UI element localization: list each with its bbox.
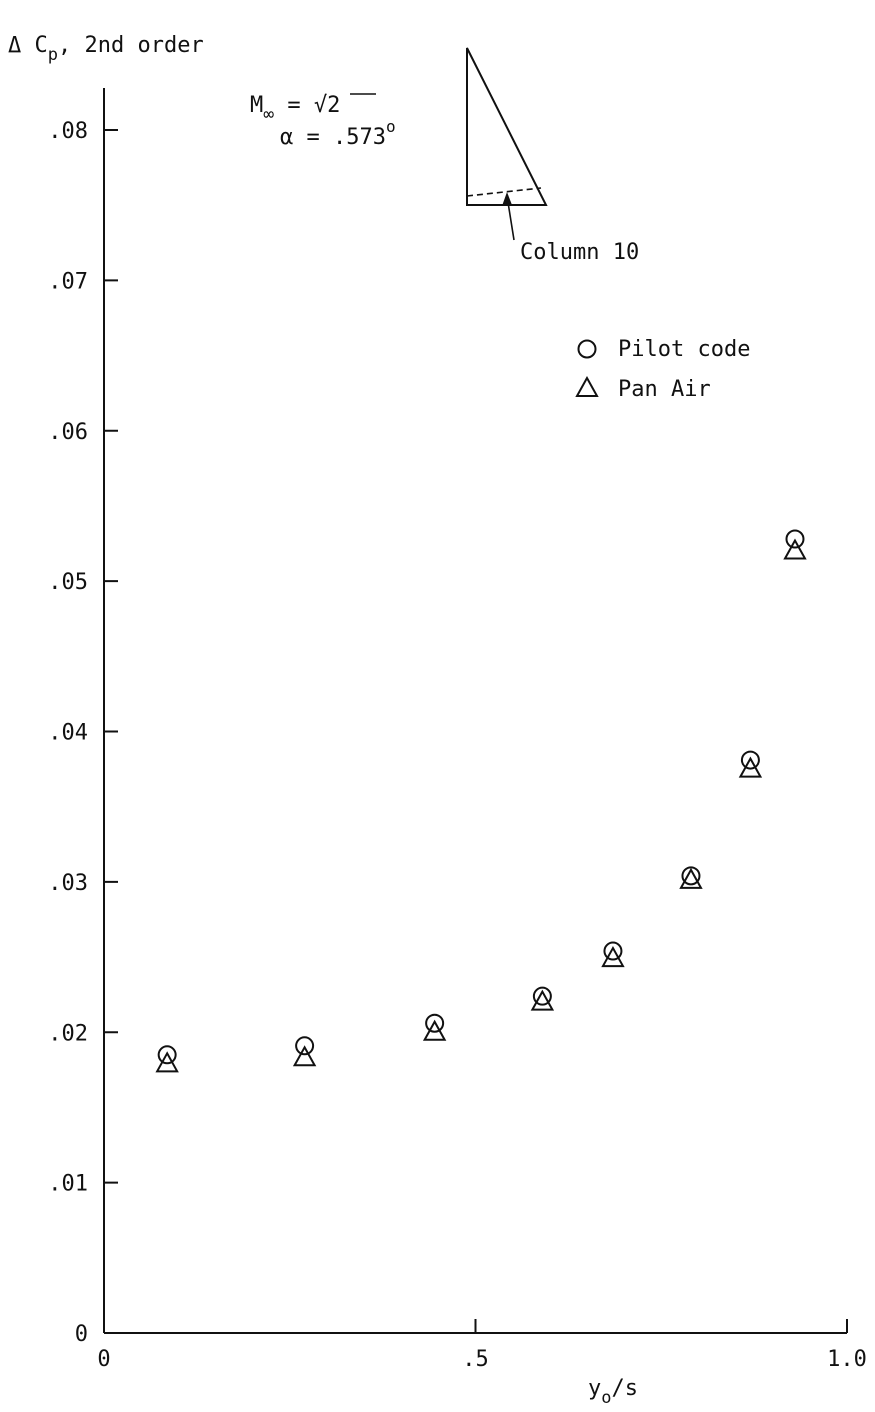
column-10-dashed-line xyxy=(466,187,542,197)
pilot-code-point-3 xyxy=(532,986,552,1006)
pan-air-point-6 xyxy=(738,756,763,778)
mach-rhs: √2 xyxy=(314,93,341,118)
wing-planform-inset: Column 10 xyxy=(466,47,639,265)
x-axis-title: yo/s xyxy=(588,1376,638,1408)
y-axis-title-suffix: , 2nd order xyxy=(58,33,204,58)
pan-air-point-7 xyxy=(783,538,807,560)
legend-entry-pan-air: Pan Air xyxy=(618,377,711,402)
pilot-code-point-2 xyxy=(425,1013,445,1033)
mach-lhs: M xyxy=(250,93,263,118)
x-tick-label-1: .5 xyxy=(462,1347,489,1372)
y-axis-title: Δ Cp, 2nd order xyxy=(8,33,204,65)
pan-air-point-1 xyxy=(292,1045,317,1067)
pan-air-point-2 xyxy=(422,1019,447,1041)
y-tick-label-0: 0 xyxy=(75,1322,88,1347)
y-tick-label-8: .08 xyxy=(48,119,88,144)
pan-air-point-5 xyxy=(679,867,703,889)
data-points xyxy=(155,529,807,1073)
ticks: 0 .01 .02 .03 .04 .05 .06 .07 .08 0 .5 1.0 xyxy=(48,119,867,1372)
x-tick-label-0: 0 xyxy=(97,1347,110,1372)
pilot-code-point-5 xyxy=(681,866,701,886)
y-tick-label-4: .04 xyxy=(48,721,88,746)
x-axis-title-suffix: /s xyxy=(612,1376,639,1401)
y-tick-label-1: .01 xyxy=(48,1172,88,1197)
legend-circle-marker xyxy=(577,339,597,359)
alpha-rhs: .573 xyxy=(333,125,386,150)
y-tick-label-5: .05 xyxy=(48,570,88,595)
mach-sub: ∞ xyxy=(263,104,274,125)
alpha-lhs: α xyxy=(280,125,293,150)
mach-annotation: M∞ = √2 xyxy=(250,93,340,125)
column-10-arrowhead xyxy=(502,192,512,206)
x-axis-title-prefix: y xyxy=(588,1376,601,1401)
y-tick-label-6: .06 xyxy=(48,420,88,445)
pilot-code-point-4 xyxy=(603,941,623,961)
legend-triangle-marker xyxy=(575,375,599,397)
pan-air-point-3 xyxy=(530,989,555,1011)
x-tick-label-2: 1.0 xyxy=(827,1347,867,1372)
y-tick-label-2: .02 xyxy=(48,1021,88,1046)
pilot-code-point-6 xyxy=(740,750,760,770)
wing-planform-outline xyxy=(466,47,548,206)
axes xyxy=(103,88,847,1334)
alpha-eq: = xyxy=(293,125,333,150)
y-axis-title-prefix: Δ C xyxy=(8,33,48,58)
alpha-annotation: α = .573o xyxy=(280,117,396,150)
pilot-code-point-7 xyxy=(785,529,805,549)
legend-entry-pilot-code: Pilot code xyxy=(618,337,750,362)
x-axis-title-sub: o xyxy=(601,1388,611,1408)
mach-eq: = xyxy=(274,93,314,118)
legend: Pilot code Pan Air xyxy=(575,337,750,402)
column-10-label: Column 10 xyxy=(520,240,639,265)
pilot-code-point-1 xyxy=(295,1036,315,1056)
pan-air-point-0 xyxy=(155,1051,179,1073)
y-axis-title-sub: p xyxy=(48,45,58,65)
alpha-sup: o xyxy=(386,117,396,136)
y-tick-label-3: .03 xyxy=(48,871,88,896)
pan-air-point-4 xyxy=(601,946,625,968)
y-tick-label-7: .07 xyxy=(48,269,88,294)
pilot-code-point-0 xyxy=(157,1045,177,1065)
